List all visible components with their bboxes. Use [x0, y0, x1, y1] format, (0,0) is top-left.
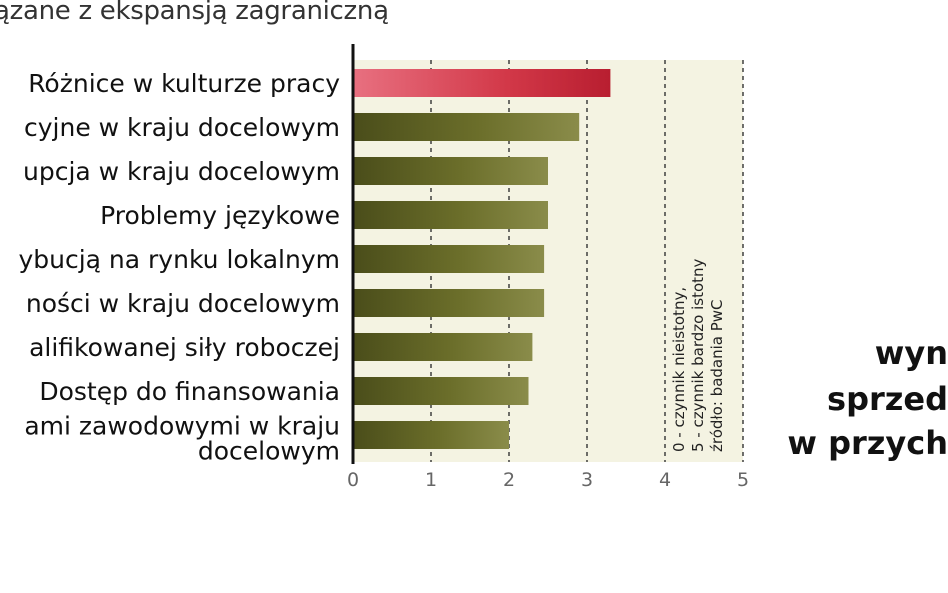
side-text-line-1: wyn	[874, 334, 948, 372]
bar	[353, 245, 545, 273]
x-tick-label: 3	[581, 469, 593, 491]
bar	[353, 113, 580, 141]
category-label: alifikowanej siły roboczej	[29, 333, 340, 362]
bar	[353, 157, 548, 185]
bar	[353, 289, 545, 317]
side-text-line-3: w przych	[787, 424, 948, 462]
bar	[353, 201, 548, 229]
bar	[353, 377, 529, 405]
chart-title: ązane z ekspansją zagraniczną	[0, 0, 389, 26]
category-label: ami zawodowymi w kraju	[24, 412, 340, 441]
x-tick-label: 4	[659, 469, 671, 491]
category-label: Dostęp do finansowania	[39, 377, 340, 406]
x-tick-label: 0	[347, 469, 359, 491]
category-label: Różnice w kulturze pracy	[28, 69, 340, 98]
category-label: upcja w kraju docelowym	[23, 157, 340, 186]
category-label: ybucją na rynku lokalnym	[18, 245, 340, 274]
note-line: 5 - czynnik bardzo istotny	[689, 258, 707, 452]
x-tick-label: 1	[425, 469, 437, 491]
bar	[353, 421, 509, 449]
category-label: cyjne w kraju docelowym	[24, 113, 340, 142]
note-line: źródło: badania PwC	[708, 299, 726, 452]
bar	[353, 333, 533, 361]
note-line: 0 - czynnik nieistotny,	[670, 287, 688, 452]
category-label: ności w kraju docelowym	[26, 289, 340, 318]
side-text-line-2: sprzed	[827, 380, 948, 418]
category-label: docelowym	[198, 437, 340, 466]
x-tick-label: 2	[503, 469, 515, 491]
x-tick-label: 5	[737, 469, 749, 491]
chart-note: 0 - czynnik nieistotny, 5 - czynnik bardz…	[670, 258, 726, 452]
bar-highlight	[353, 69, 611, 97]
category-label: Problemy językowe	[100, 201, 340, 230]
